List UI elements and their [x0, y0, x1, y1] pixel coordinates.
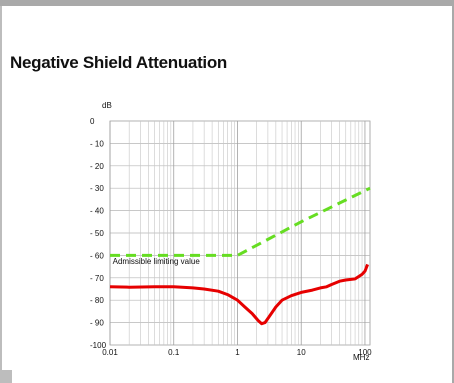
x-axis-label: MHz — [353, 353, 369, 362]
y-tick-label: -100 — [90, 341, 107, 350]
y-tick-label: - 80 — [90, 296, 104, 305]
x-tick-label: 0.1 — [168, 348, 180, 357]
measured-attenuation-line — [109, 263, 369, 326]
y-tick-label: 0 — [90, 117, 95, 126]
axis-tick-labels: 0 - 10 - 20 - 30 - 40 - 50 - 60 - 70 - 80 - 90 -10… — [90, 117, 372, 357]
y-tick-label: - 40 — [90, 207, 104, 216]
y-tick-label: - 20 — [90, 162, 104, 171]
y-tick-label: - 10 — [90, 139, 104, 148]
y-tick-label: - 30 — [90, 184, 104, 193]
data-series — [109, 186, 371, 326]
x-tick-label: 1 — [235, 348, 240, 357]
x-tick-label: 0.01 — [102, 348, 118, 357]
grid-lines — [109, 120, 371, 346]
page-title: Negative Shield Attenuation — [10, 53, 228, 72]
y-tick-label: - 90 — [90, 319, 104, 328]
y-tick-label: - 60 — [90, 251, 104, 260]
frame-left-edge — [0, 6, 2, 383]
y-axis-label: dB — [102, 101, 112, 110]
y-tick-label: - 50 — [90, 229, 104, 238]
limit-value-line — [110, 186, 371, 257]
limit-value-annotation: Admissible limiting value — [113, 257, 201, 266]
y-tick-label: - 70 — [90, 274, 104, 283]
frame-corner — [0, 370, 12, 383]
annotations: Admissible limiting value — [113, 257, 201, 266]
x-tick-label: 100 — [358, 348, 372, 357]
x-tick-label: 10 — [297, 348, 306, 357]
